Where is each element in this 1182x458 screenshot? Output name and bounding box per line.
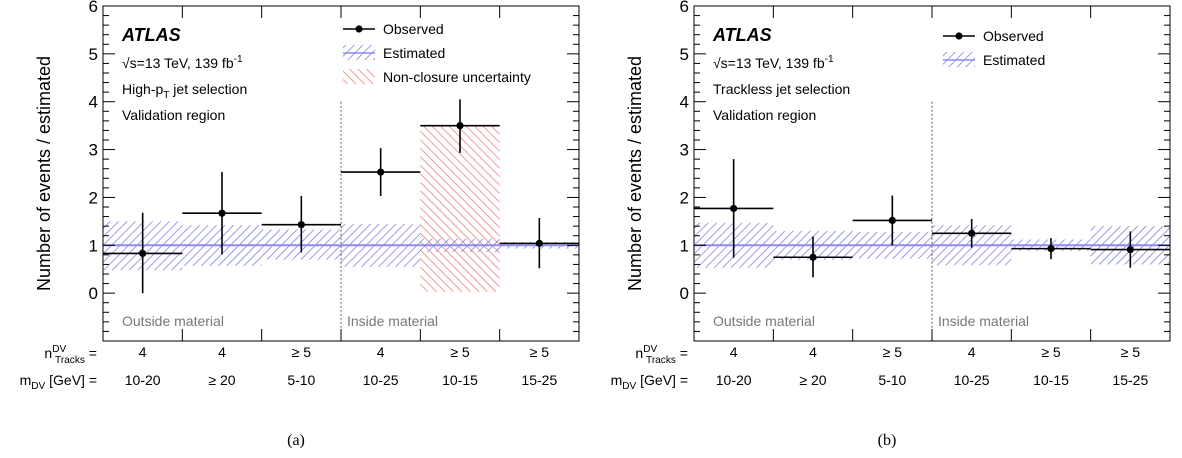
info-line-2: Trackless jet selection (713, 81, 850, 97)
category-ntracks-label: ≥ 5 (883, 344, 903, 360)
category-ntracks-label: 4 (139, 344, 147, 360)
category-mdv-label: 10-15 (1033, 372, 1069, 388)
category-ntracks-label: 4 (377, 344, 385, 360)
chart-svg: 0 1 2 3 4 5 6 Number of events / estimated ATLAS… (20, 0, 580, 449)
category-mdv-label: 10-20 (716, 372, 752, 388)
y-tick-label: 4 (680, 93, 689, 112)
category-mdv-label: 10-15 (442, 372, 478, 388)
row-label-mdv: mDV [GeV] = (611, 372, 688, 392)
category-mdv-label: 5-10 (287, 372, 315, 388)
y-tick-label: 6 (89, 0, 98, 16)
region-label-outside: Outside material (122, 313, 224, 329)
legend-label: Observed (983, 28, 1044, 44)
info-line-3: Validation region (713, 107, 816, 123)
category-mdv-label: 10-20 (125, 372, 161, 388)
category-mdv-label: 5-10 (878, 372, 906, 388)
category-ntracks-label: ≥ 5 (1041, 344, 1061, 360)
region-label-inside: Inside material (938, 313, 1029, 329)
category-ntracks-label: ≥ 5 (450, 344, 470, 360)
legend-label: Observed (383, 21, 444, 37)
legend-label: Non-closure uncertainty (383, 69, 531, 85)
observed-point (218, 209, 226, 217)
y-tick-label: 0 (680, 284, 689, 303)
observed-point (730, 204, 738, 213)
category-mdv-label: 15-25 (1112, 372, 1148, 388)
legend-observed-marker (955, 32, 963, 40)
y-tick-label: 4 (89, 93, 98, 112)
category-mdv-label: ≥ 20 (208, 372, 235, 388)
row-label-mdv: mDV [GeV] = (20, 372, 97, 392)
y-tick-label: 5 (680, 45, 689, 64)
observed-point (888, 216, 896, 224)
observed-point (809, 253, 817, 261)
y-tick-label: 1 (680, 236, 689, 255)
y-tick-label: 0 (89, 284, 98, 303)
y-axis-title: Number of events / estimated (34, 56, 54, 291)
category-ntracks-label: ≥ 5 (1121, 344, 1141, 360)
category-mdv-label: 15-25 (521, 372, 557, 388)
category-ntracks-label: 4 (968, 344, 976, 360)
legend-label: Estimated (383, 45, 445, 61)
category-ntracks-label: ≥ 5 (292, 344, 312, 360)
observed-point (535, 239, 543, 247)
y-tick-label: 5 (89, 45, 98, 64)
y-tick-label: 2 (680, 188, 689, 207)
y-axis-title: Number of events / estimated (625, 56, 645, 291)
observed-point (968, 229, 976, 237)
y-tick-label: 3 (680, 141, 689, 160)
chart-panel-a: 0 1 2 3 4 5 6 Number of events / estimated ATLAS… (20, 0, 580, 449)
legend-nonclosure-swatch (343, 69, 375, 84)
atlas-label: ATLAS (712, 25, 772, 45)
observed-point (1047, 245, 1055, 253)
category-mdv-label: 10-25 (363, 372, 399, 388)
observed-point (297, 221, 305, 229)
nonclosure-band (420, 125, 500, 292)
chart-panel-b: 0 1 2 3 4 5 6 Number of events / estimated ATLAS… (591, 0, 1182, 458)
category-mdv-label: ≥ 20 (799, 372, 826, 388)
region-label-outside: Outside material (713, 313, 815, 329)
info-line-1: √s=13 TeV, 139 fb-1 (122, 54, 243, 71)
region-label-inside: Inside material (347, 313, 438, 329)
category-ntracks-label: 4 (218, 344, 226, 360)
observed-point (456, 122, 464, 130)
y-tick-label: 6 (680, 0, 689, 16)
info-line-1: √s=13 TeV, 139 fb-1 (713, 54, 834, 71)
chart-svg: 0 1 2 3 4 5 6 Number of events / estimated ATLAS… (611, 0, 1171, 449)
info-line-2: High-pT jet selection (122, 81, 247, 101)
category-ntracks-label: 4 (809, 344, 817, 360)
legend-observed-marker (355, 25, 363, 33)
y-tick-label: 3 (89, 141, 98, 160)
category-ntracks-label: ≥ 5 (530, 344, 550, 360)
observed-point (377, 168, 385, 176)
row-label-ntracks: nDV Tracks = (44, 344, 97, 366)
observed-point (1126, 245, 1134, 254)
info-line-3: Validation region (122, 107, 225, 123)
figure-caption: (b) (878, 432, 897, 449)
category-mdv-label: 10-25 (954, 372, 990, 388)
y-tick-label: 2 (89, 188, 98, 207)
atlas-label: ATLAS (121, 25, 181, 45)
category-ntracks-label: 4 (730, 344, 738, 360)
y-tick-label: 1 (89, 236, 98, 255)
row-label-ntracks: nDV Tracks = (635, 344, 688, 366)
legend-label: Estimated (983, 52, 1045, 68)
observed-point (139, 249, 147, 258)
figure-caption: (a) (287, 432, 305, 449)
